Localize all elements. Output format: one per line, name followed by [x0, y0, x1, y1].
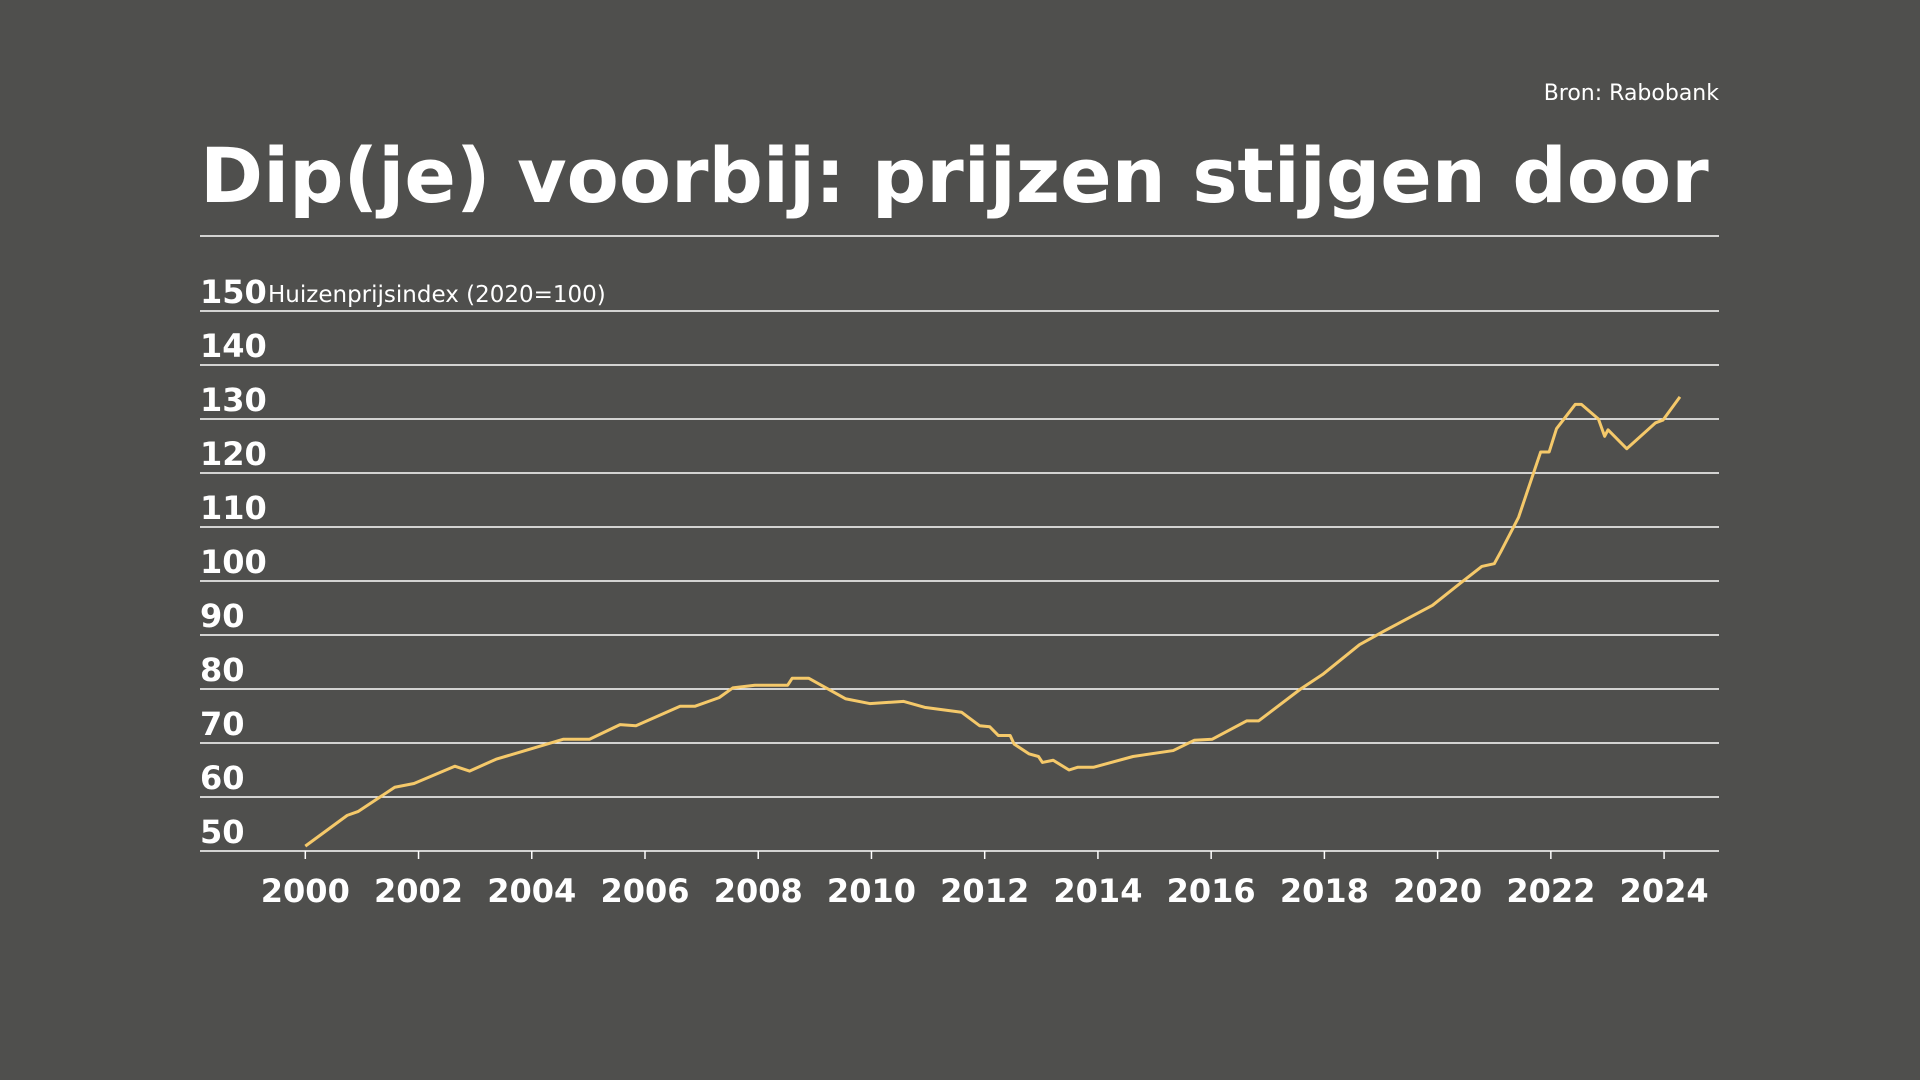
x-tick-label: 2008 — [714, 872, 803, 910]
x-tick-label: 2016 — [1167, 872, 1256, 910]
x-tick-label: 2000 — [261, 872, 350, 910]
y-tick-label: 120 — [200, 435, 267, 473]
data-line — [304, 395, 1682, 848]
x-tick-label: 2022 — [1506, 872, 1595, 910]
x-tick-label: 2014 — [1053, 872, 1142, 910]
y-tick-label: 70 — [200, 705, 245, 743]
y-tick-label: 60 — [200, 759, 245, 797]
y-tick-label: 100 — [200, 543, 267, 581]
x-tick-label: 2018 — [1280, 872, 1369, 910]
x-tick-label: 2004 — [487, 872, 576, 910]
y-tick-label: 110 — [200, 489, 267, 527]
x-tick-label: 2010 — [827, 872, 916, 910]
chart-title: Dip(je) voorbij: prijzen stijgen door — [200, 131, 1709, 220]
y-tick-label: 150 — [200, 273, 267, 311]
y-tick-label: 140 — [200, 327, 267, 365]
y-tick-label: 130 — [200, 381, 267, 419]
x-tick-label: 2002 — [374, 872, 463, 910]
source: Bron: Rabobank — [1544, 81, 1720, 106]
x-tick-label: 2006 — [600, 872, 689, 910]
y-tick-label: 90 — [200, 597, 245, 635]
x-tick-label: 2012 — [940, 872, 1029, 910]
y-axis-label: Huizenprijsindex (2020=100) — [268, 282, 606, 308]
x-tick-label: 2024 — [1620, 872, 1709, 910]
y-tick-label: 80 — [200, 651, 245, 689]
y-tick-label: 50 — [200, 813, 245, 851]
x-tick-label: 2020 — [1393, 872, 1482, 910]
